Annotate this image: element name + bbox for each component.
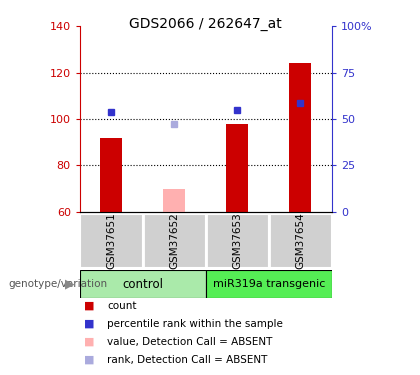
Bar: [163, 189, 185, 212]
Bar: [80, 270, 206, 298]
Text: GDS2066 / 262647_at: GDS2066 / 262647_at: [129, 17, 282, 31]
Text: percentile rank within the sample: percentile rank within the sample: [107, 319, 283, 328]
Bar: [226, 124, 248, 212]
Bar: [269, 214, 332, 268]
Bar: [206, 214, 269, 268]
Text: rank, Detection Call = ABSENT: rank, Detection Call = ABSENT: [107, 355, 268, 364]
Text: GSM37653: GSM37653: [232, 213, 242, 269]
Text: ▶: ▶: [65, 278, 74, 291]
Text: control: control: [122, 278, 163, 291]
Text: GSM37652: GSM37652: [169, 213, 179, 269]
Bar: [206, 270, 332, 298]
Text: ■: ■: [84, 337, 94, 346]
Bar: [80, 214, 143, 268]
Text: ■: ■: [84, 319, 94, 328]
Text: ■: ■: [84, 355, 94, 364]
Text: count: count: [107, 301, 136, 310]
Bar: [143, 214, 206, 268]
Bar: [100, 138, 122, 212]
Text: ■: ■: [84, 301, 94, 310]
Text: value, Detection Call = ABSENT: value, Detection Call = ABSENT: [107, 337, 273, 346]
Bar: [289, 63, 311, 212]
Text: GSM37651: GSM37651: [106, 213, 116, 269]
Text: miR319a transgenic: miR319a transgenic: [213, 279, 325, 289]
Text: genotype/variation: genotype/variation: [8, 279, 108, 289]
Text: GSM37654: GSM37654: [295, 213, 305, 269]
